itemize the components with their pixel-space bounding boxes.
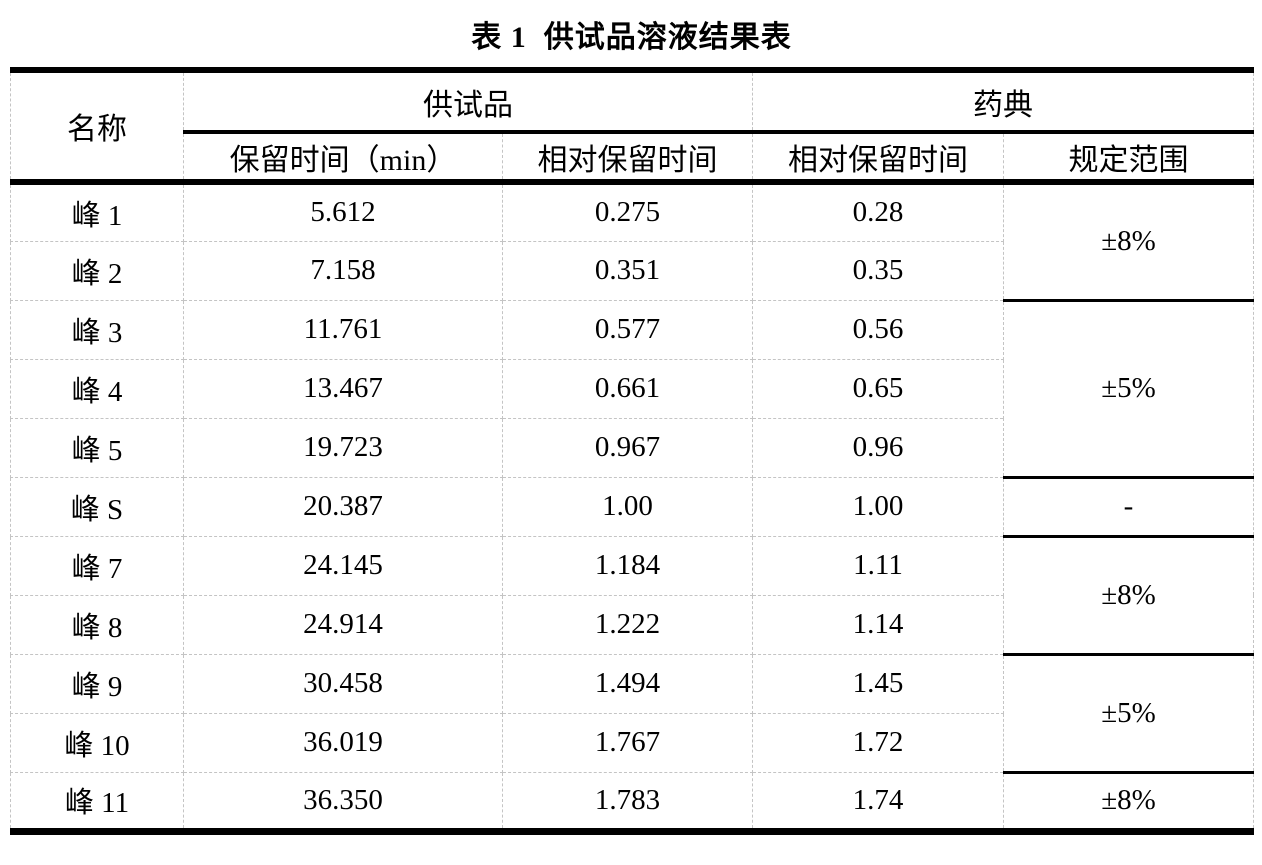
relative-retention-cell: 0.661 bbox=[502, 358, 753, 419]
table-row-peak-3: 峰 3 11.761 0.577 0.56 ±5% bbox=[10, 299, 1254, 479]
peak-name-cell: 峰 7 bbox=[10, 535, 184, 596]
header-relative-retention-sample: 相对保留时间 bbox=[502, 131, 753, 185]
peak-name-cell: 峰 10 bbox=[10, 712, 184, 773]
header-retention-time: 保留时间（min） bbox=[183, 131, 503, 185]
pharmacopoeia-rrt-cell: 0.65 bbox=[752, 358, 1004, 419]
pharmacopoeia-rrt-cell: 0.56 bbox=[752, 299, 1004, 360]
retention-time-cell: 13.467 bbox=[183, 358, 503, 419]
peak-name-cell: 峰 2 bbox=[10, 240, 184, 301]
pharmacopoeia-rrt-cell: 1.74 bbox=[752, 771, 1004, 832]
table-row-peak-1: 峰 1 5.612 0.275 0.28 ±8% bbox=[10, 181, 1254, 302]
spec-range-cell: ±5% bbox=[1003, 653, 1254, 774]
relative-retention-cell: 0.967 bbox=[502, 417, 753, 478]
peak-name-cell: 峰 1 bbox=[10, 181, 184, 242]
relative-retention-cell: 1.783 bbox=[502, 771, 753, 832]
header-relative-retention-pharmacopoeia: 相对保留时间 bbox=[752, 131, 1004, 185]
peak-name-cell: 峰 9 bbox=[10, 653, 184, 714]
pharmacopoeia-rrt-cell: 0.96 bbox=[752, 417, 1004, 478]
relative-retention-cell: 0.351 bbox=[502, 240, 753, 301]
table-title: 表 1 供试品溶液结果表 bbox=[471, 21, 792, 54]
relative-retention-cell: 1.222 bbox=[502, 594, 753, 655]
retention-time-cell: 5.612 bbox=[183, 181, 503, 242]
retention-time-cell: 20.387 bbox=[183, 476, 503, 537]
peak-name-cell: 峰 5 bbox=[10, 417, 184, 478]
table-row-peak-9: 峰 9 30.458 1.494 1.45 ±5% bbox=[10, 653, 1254, 774]
retention-time-cell: 11.761 bbox=[183, 299, 503, 360]
relative-retention-cell: 1.00 bbox=[502, 476, 753, 537]
spec-range-cell: ±8% bbox=[1003, 535, 1254, 656]
pharmacopoeia-rrt-cell: 1.72 bbox=[752, 712, 1004, 773]
retention-time-cell: 30.458 bbox=[183, 653, 503, 714]
relative-retention-cell: 1.184 bbox=[502, 535, 753, 596]
pharmacopoeia-rrt-cell: 1.14 bbox=[752, 594, 1004, 655]
table-row-peak-7: 峰 7 24.145 1.184 1.11 ±8% bbox=[10, 535, 1254, 656]
pharmacopoeia-rrt-cell: 0.35 bbox=[752, 240, 1004, 301]
relative-retention-cell: 1.767 bbox=[502, 712, 753, 773]
retention-time-cell: 36.350 bbox=[183, 771, 503, 832]
header-row-subcolumns: 保留时间（min） 相对保留时间 相对保留时间 规定范围 bbox=[11, 131, 1254, 185]
spec-range-cell: ±8% bbox=[1003, 771, 1254, 832]
header-row-groups: 名称 供试品 药典 bbox=[10, 69, 1254, 185]
relative-retention-cell: 0.275 bbox=[502, 181, 753, 242]
pharmacopoeia-rrt-cell: 1.45 bbox=[752, 653, 1004, 714]
table-row-peak-11: 峰 11 36.350 1.783 1.74 ±8% bbox=[10, 771, 1254, 832]
relative-retention-cell: 0.577 bbox=[502, 299, 753, 360]
retention-time-cell: 36.019 bbox=[183, 712, 503, 773]
results-table: 名称 供试品 药典 保留时间（min） 相对保留时间 相对保留时间 规定范围 峰… bbox=[10, 67, 1254, 835]
peak-name-cell: 峰 11 bbox=[10, 771, 184, 832]
table-row-peak-s: 峰 S 20.387 1.00 1.00 - bbox=[10, 476, 1254, 538]
pharmacopoeia-rrt-cell: 1.11 bbox=[752, 535, 1004, 596]
retention-time-cell: 24.914 bbox=[183, 594, 503, 655]
table-row-peak-10: 峰 10 36.019 1.767 1.72 bbox=[10, 712, 1254, 773]
retention-time-cell: 24.145 bbox=[183, 535, 503, 596]
spec-range-cell: ±8% bbox=[1003, 181, 1254, 302]
pharmacopoeia-rrt-cell: 0.28 bbox=[752, 181, 1004, 242]
header-group-sample: 供试品 bbox=[183, 69, 753, 134]
peak-name-cell: 峰 8 bbox=[10, 594, 184, 655]
relative-retention-cell: 1.494 bbox=[502, 653, 753, 714]
peak-name-cell: 峰 4 bbox=[10, 358, 184, 419]
table-row-peak-5: 峰 5 19.723 0.967 0.96 bbox=[10, 417, 1254, 478]
spec-range-cell: ±5% bbox=[1003, 299, 1254, 479]
header-name: 名称 bbox=[10, 69, 184, 185]
retention-time-cell: 19.723 bbox=[183, 417, 503, 478]
header-group-pharmacopoeia: 药典 bbox=[752, 69, 1254, 134]
pharmacopoeia-rrt-cell: 1.00 bbox=[752, 476, 1004, 537]
peak-name-cell: 峰 3 bbox=[10, 299, 184, 360]
header-specified-range: 规定范围 bbox=[1003, 131, 1254, 185]
peak-name-cell: 峰 S bbox=[10, 476, 184, 537]
spec-range-cell: - bbox=[1003, 476, 1254, 538]
retention-time-cell: 7.158 bbox=[183, 240, 503, 301]
table-row-peak-8: 峰 8 24.914 1.222 1.14 bbox=[10, 594, 1254, 655]
